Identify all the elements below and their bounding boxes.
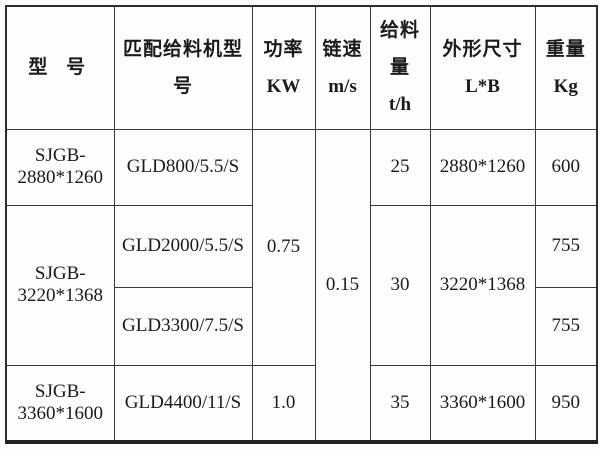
cell-feed-rate-r4: 35 — [369, 364, 431, 443]
cell-dimensions-r1: 2880*1260 — [429, 128, 536, 206]
cell-feeder-r1: GLD800/5.5/S — [113, 128, 253, 206]
cell-weight-r1: 600 — [534, 128, 598, 206]
cell-model-r2-r3: SJGB-3220*1368 — [5, 204, 115, 366]
cell-model-r4: SJGB-3360*1600 — [5, 364, 115, 443]
header-power: 功率 KW — [251, 5, 316, 130]
header-row: 型 号 匹配给料机型号 功率 KW 链速 m/s 给料量 t/h 外形尺寸 L*… — [5, 5, 598, 130]
cell-power-r1-r3: 0.75 — [251, 128, 316, 366]
cell-feeder-r3: GLD3300/7.5/S — [113, 286, 253, 366]
feeder-spec-table: 型 号 匹配给料机型号 功率 KW 链速 m/s 给料量 t/h 外形尺寸 L*… — [5, 5, 598, 444]
cell-feed-rate-r1: 25 — [369, 128, 431, 206]
header-feed-rate: 给料量 t/h — [369, 5, 431, 130]
header-power-unit: KW — [266, 75, 301, 97]
header-dimensions-unit: L*B — [465, 75, 500, 97]
header-model: 型 号 — [5, 5, 115, 130]
header-dimensions: 外形尺寸 L*B — [429, 5, 536, 130]
cell-weight-r2: 755 — [534, 204, 598, 288]
table-row: GLD3300/7.5/S 755 — [6, 286, 598, 366]
cell-feeder-r2: GLD2000/5.5/S — [113, 204, 253, 288]
header-chain-speed: 链速 m/s — [314, 5, 371, 130]
header-feeder: 匹配给料机型号 — [113, 5, 253, 130]
cell-feeder-r4: GLD4400/11/S — [113, 364, 253, 443]
cell-chain-speed-all-rows: 0.15 — [314, 128, 371, 443]
header-model-label: 型 号 — [28, 57, 93, 79]
cell-feed-rate-r2-r3: 30 — [369, 204, 431, 366]
header-power-label-cn: 功率 — [263, 38, 304, 60]
header-weight-unit: Kg — [553, 75, 578, 97]
table-row: SJGB-3360*1600 GLD4400/11/S 1.0 35 3360*… — [5, 364, 598, 443]
header-dimensions-label-cn: 外形尺寸 — [442, 38, 523, 60]
cell-model-r1: SJGB-2880*1260 — [5, 128, 115, 206]
table-row: SJGB-2880*1260 GLD800/5.5/S 0.75 0.15 25… — [5, 128, 598, 443]
header-chain-speed-unit: m/s — [328, 75, 357, 97]
cell-dimensions-r4: 3360*1600 — [429, 364, 536, 443]
cell-dimensions-r2-r3: 3220*1368 — [429, 204, 536, 366]
header-chain-speed-label-cn: 链速 — [322, 38, 363, 60]
header-weight-label-cn: 重量 — [545, 38, 586, 60]
header-weight: 重量 Kg — [534, 5, 598, 130]
table-row: SJGB-3220*1368 GLD2000/5.5/S 30 3220*136… — [5, 204, 598, 366]
cell-weight-r4: 950 — [534, 364, 598, 443]
cell-weight-r3: 755 — [534, 286, 598, 366]
header-feed-rate-label-cn: 给料量 — [379, 20, 420, 79]
cell-power-r4: 1.0 — [251, 364, 316, 443]
header-feeder-label: 匹配给料机型号 — [122, 38, 243, 97]
header-feed-rate-unit: t/h — [388, 94, 412, 116]
